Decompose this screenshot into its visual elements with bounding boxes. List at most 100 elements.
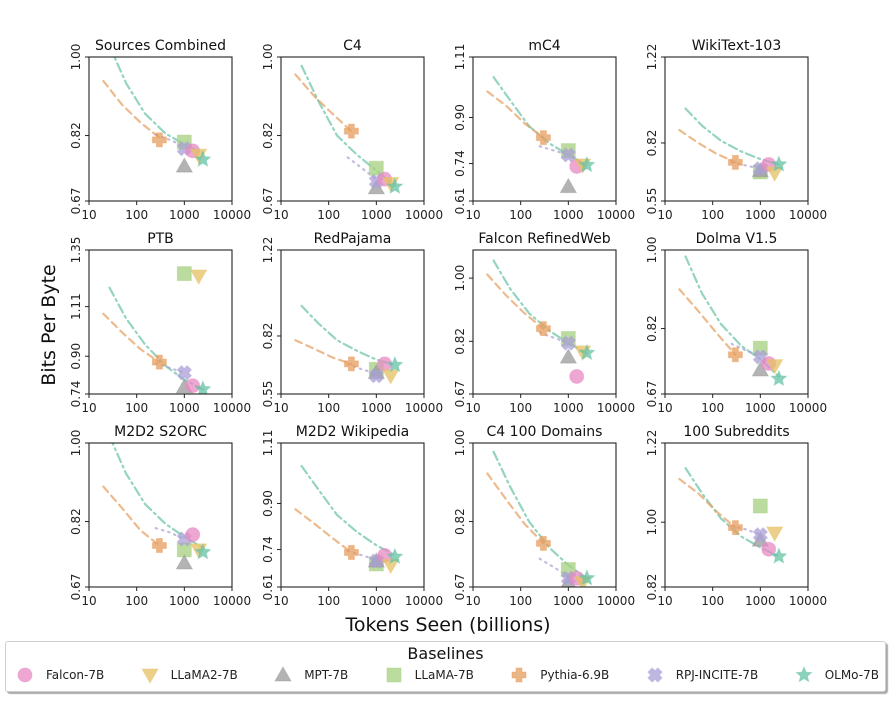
point-mpt-7b <box>175 157 194 173</box>
y-tick-label: 1.00 <box>69 44 83 71</box>
panel-dolma-v1-5: Dolma V1.5 10 100 1000 10000 0.67 0.82 1.00 <box>645 231 827 415</box>
point-pythia-6-9b <box>343 356 359 372</box>
curve-pythia-6-9b <box>678 128 737 164</box>
x-tick-label: 10 <box>657 401 672 415</box>
y-tick-label: 1.00 <box>453 265 467 292</box>
y-tick-label: 0.82 <box>453 328 467 355</box>
legend-label: OLMo-7B <box>824 668 879 682</box>
curve-rpj-incite-7b <box>346 156 378 181</box>
curve-pythia-6-9b <box>294 508 353 554</box>
legend-item-mpt-7b: MPT-7B <box>274 666 348 684</box>
axes-frame <box>664 249 809 395</box>
point-falcon-7b <box>185 378 201 394</box>
point-pythia-6-9b <box>343 544 359 560</box>
curve-pythia-6-9b <box>294 73 353 133</box>
x-tick-label: 1000 <box>745 208 776 222</box>
x-tick-label: 10 <box>273 594 288 608</box>
x-tick-label: 1000 <box>169 208 200 222</box>
y-tick-label: 0.82 <box>645 130 659 157</box>
x-tick-label: 10000 <box>405 401 443 415</box>
x-tick-label: 100 <box>317 208 340 222</box>
panel-c4: C4 10 100 1000 10000 0.67 0.82 1.00 <box>261 38 443 222</box>
panel-plot-area <box>102 443 212 570</box>
x-tick-label: 10000 <box>213 401 251 415</box>
panel-plot-area <box>294 64 404 195</box>
panel-ptb: PTB 10 100 1000 10000 0.74 0.90 1.11 1.35 <box>69 231 251 415</box>
point-llama-7b <box>176 266 192 282</box>
x-tick-label: 1000 <box>169 401 200 415</box>
point-rpj-incite-7b-shape <box>752 527 769 543</box>
point-pythia-6-9b <box>151 354 167 370</box>
panel-plot-area <box>678 107 788 183</box>
x-tick-label: 1000 <box>745 594 776 608</box>
x-tick-label: 10000 <box>213 208 251 222</box>
point-olmo-7b <box>578 155 596 173</box>
x-axis-label: Tokens Seen (billions) <box>344 614 550 636</box>
x-tick-label: 1000 <box>553 401 584 415</box>
curve-olmo-7b <box>300 304 396 367</box>
point-pythia-6-9b <box>343 123 359 139</box>
legend-item-pythia-6-9b: Pythia-6.9B <box>510 666 609 684</box>
x-tick-label: 10 <box>465 594 480 608</box>
point-pythia-6-9b <box>151 538 167 554</box>
y-tick-label: 0.55 <box>261 381 275 408</box>
y-tick-label: 0.82 <box>645 315 659 342</box>
y-tick-label: 0.61 <box>453 188 467 215</box>
panel-title: RedPajama <box>314 231 392 247</box>
point-olmo-7b <box>194 379 212 394</box>
y-tick-label: 1.00 <box>645 509 659 536</box>
point-falcon-7b <box>185 527 201 543</box>
point-llama2-7b <box>381 369 400 385</box>
legend-item-rpj-incite-7b: RPJ-INCITE-7B <box>646 666 758 684</box>
curve-pythia-6-9b <box>486 472 545 545</box>
axes-frame <box>472 56 617 202</box>
y-tick-label: 0.67 <box>645 381 659 408</box>
point-llama2-7b <box>765 359 784 375</box>
point-olmo-7b <box>194 150 212 168</box>
panel-plot-area <box>678 255 788 387</box>
point-pythia-6-9b <box>535 321 551 337</box>
x-tick-label: 10 <box>657 208 672 222</box>
x-tick-label: 10000 <box>789 208 827 222</box>
point-llama-7b <box>752 498 768 514</box>
y-tick-label: 0.74 <box>453 150 467 177</box>
x-tick-label: 100 <box>701 208 724 222</box>
y-tick-label: 0.82 <box>261 122 275 149</box>
y-tick-label: 1.00 <box>453 430 467 457</box>
axes-frame <box>280 442 425 588</box>
point-rpj-incite-7b-shape <box>560 147 577 163</box>
curve-pythia-6-9b <box>678 288 737 356</box>
legend-item-llama-7b: LLaMA-7B <box>385 666 474 684</box>
x-tick-label: 1000 <box>745 401 776 415</box>
legend-label: MPT-7B <box>304 668 349 682</box>
x-tick-label: 10000 <box>405 594 443 608</box>
panel-redpajama: RedPajama 10 100 1000 10000 0.55 0.82 1.22 <box>261 231 443 415</box>
x-tick-label: 100 <box>701 594 724 608</box>
x-tick-label: 10 <box>657 594 672 608</box>
panel-m2d2-wikipedia: M2D2 Wikipedia 10 100 1000 10000 0.61 0.74 0.90… <box>261 424 443 608</box>
axes-frame <box>88 442 233 588</box>
point-rpj-incite-7b-shape <box>368 367 385 384</box>
legend-marker-shape <box>646 667 663 683</box>
y-tick-label: 0.61 <box>261 574 275 601</box>
legend-label: Pythia-6.9B <box>540 668 610 682</box>
point-pythia-6-9b <box>727 347 743 363</box>
point-olmo-7b <box>770 369 788 387</box>
legend-items: Falcon-7B LLaMA2-7B MPT-7B LLaMA-7B Pythia-6… <box>16 666 879 684</box>
x-tick-label: 10 <box>81 401 96 415</box>
legend-title: Baselines <box>407 644 484 663</box>
legend-item-falcon-7b: Falcon-7B <box>16 666 104 684</box>
curve-olmo-7b <box>492 76 588 167</box>
point-rpj-incite-7b <box>176 364 193 381</box>
y-tick-label: 1.22 <box>645 430 659 457</box>
y-tick-label: 1.00 <box>645 237 659 264</box>
x-tick-label: 100 <box>317 594 340 608</box>
y-tick-label: 0.90 <box>69 343 83 370</box>
curve-pythia-6-9b <box>678 477 737 529</box>
panel-m2d2-s2orc: M2D2 S2ORC 10 100 1000 10000 0.67 0.82 1.00 <box>69 424 251 608</box>
point-pythia-6-9b <box>535 535 551 551</box>
point-pythia-6-9b <box>727 520 743 536</box>
y-tick-label: 0.90 <box>261 490 275 517</box>
panel-title: C4 100 Domains <box>487 424 603 440</box>
circle-marker-icon <box>17 667 33 683</box>
